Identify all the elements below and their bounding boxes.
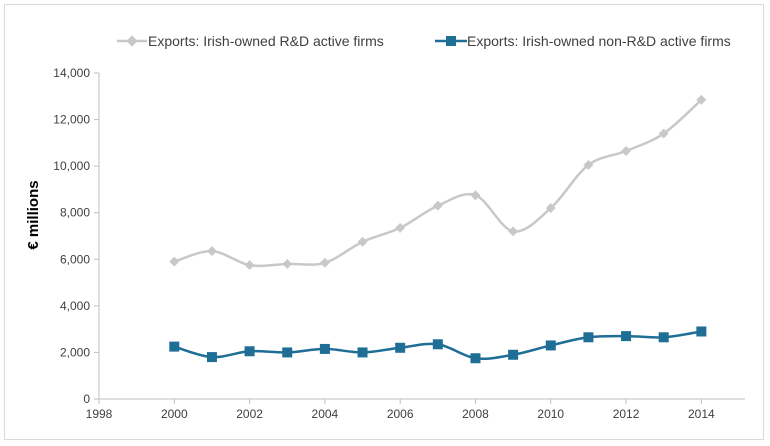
data-point-non-rd xyxy=(244,346,255,357)
x-tick-label: 2000 xyxy=(161,407,188,421)
chart-frame: Exports: Irish-owned R&D active firms Ex… xyxy=(4,4,764,440)
x-tick-label: 2006 xyxy=(387,407,414,421)
legend-marker-rd xyxy=(126,35,138,47)
data-point-non-rd xyxy=(545,340,556,351)
y-tick-label: 12,000 xyxy=(53,113,90,127)
x-tick-label: 2010 xyxy=(537,407,564,421)
data-point-non-rd xyxy=(395,342,406,353)
data-point-non-rd xyxy=(282,347,293,358)
data-point-rd xyxy=(621,146,632,156)
data-point-rd xyxy=(470,190,481,201)
legend-label-rd: Exports: Irish-owned R&D active firms xyxy=(148,33,384,49)
data-point-rd xyxy=(583,160,594,170)
data-point-non-rd xyxy=(583,332,594,343)
y-tick-label: 6,000 xyxy=(60,252,90,266)
x-tick-label: 1998 xyxy=(86,407,113,421)
x-tick-label: 2008 xyxy=(462,407,489,421)
y-axis-label: € millions xyxy=(25,180,42,249)
y-tick-label: 14,000 xyxy=(53,66,90,80)
y-tick-label: 8,000 xyxy=(60,206,90,220)
legend-label-non-rd: Exports: Irish-owned non-R&D active firm… xyxy=(467,33,731,49)
y-tick-label: 4,000 xyxy=(60,299,90,313)
legend-marker-non-rd xyxy=(446,36,456,46)
y-tick-label: 10,000 xyxy=(53,159,90,173)
data-point-rd xyxy=(545,203,556,214)
data-point-rd xyxy=(169,256,180,267)
data-point-non-rd xyxy=(508,349,519,360)
data-point-rd xyxy=(357,236,368,247)
data-point-non-rd xyxy=(470,353,481,364)
legend-item-non-rd: Exports: Irish-owned non-R&D active firm… xyxy=(435,33,731,49)
data-point-non-rd xyxy=(432,339,443,350)
legend: Exports: Irish-owned R&D active firms Ex… xyxy=(117,33,731,49)
data-point-non-rd xyxy=(169,341,180,352)
data-point-non-rd xyxy=(357,347,368,358)
data-point-rd xyxy=(282,258,293,269)
x-tick-label: 2004 xyxy=(312,407,339,421)
data-point-rd xyxy=(696,94,707,105)
data-point-non-rd xyxy=(621,331,632,342)
data-point-rd xyxy=(432,200,443,211)
line-chart: Exports: Irish-owned R&D active firms Ex… xyxy=(25,33,745,421)
series-line-rd xyxy=(173,98,703,268)
data-point-rd xyxy=(508,226,519,237)
data-point-rd xyxy=(319,257,330,268)
data-point-non-rd xyxy=(319,343,330,354)
data-point-non-rd xyxy=(658,332,669,343)
data-point-rd xyxy=(658,128,669,139)
data-point-rd xyxy=(244,260,255,271)
plot-area xyxy=(169,94,707,364)
y-tick-label: 0 xyxy=(83,392,90,406)
data-point-rd xyxy=(395,222,406,233)
x-tick-label: 2012 xyxy=(613,407,640,421)
x-tick-label: 2014 xyxy=(688,407,715,421)
data-point-rd xyxy=(206,246,217,257)
x-tick-label: 2002 xyxy=(236,407,263,421)
y-tick-label: 2,000 xyxy=(60,345,90,359)
data-point-non-rd xyxy=(696,326,707,337)
data-point-non-rd xyxy=(206,352,217,363)
axes: 0 2,000 4,000 6,000 8,000 10,000 12,000 14,000 1… xyxy=(53,66,745,421)
legend-item-rd: Exports: Irish-owned R&D active firms xyxy=(117,33,384,49)
